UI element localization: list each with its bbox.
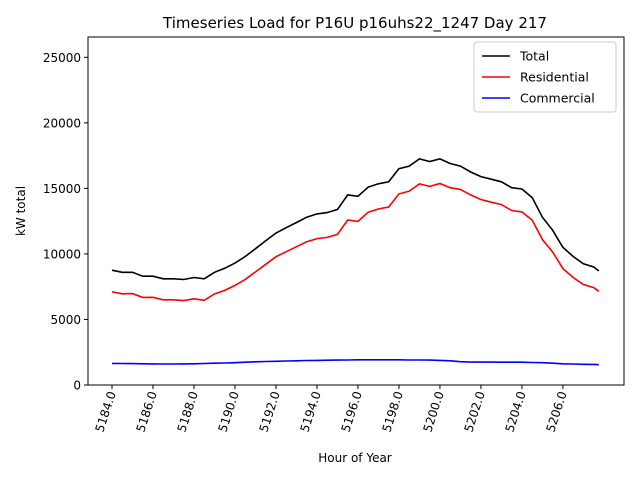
y-tick-label: 10000: [43, 247, 81, 261]
plot-area: [111, 158, 600, 366]
legend: Total Residential Commercial: [473, 41, 617, 113]
series-line-residential: [111, 182, 600, 302]
axes-frame: [87, 36, 625, 386]
series-line-total: [111, 158, 600, 281]
x-tick-label: 5200.0: [420, 390, 446, 434]
legend-label: Commercial: [520, 91, 595, 106]
x-tick-label: 5190.0: [216, 390, 242, 434]
x-tick-label: 5196.0: [339, 390, 365, 434]
x-tick-label: 5192.0: [257, 390, 283, 434]
y-tick-label: 5000: [50, 313, 81, 327]
x-tick-label: 5188.0: [175, 390, 201, 434]
y-tick-label: 0: [73, 379, 81, 393]
x-tick-label: 5198.0: [380, 390, 406, 434]
y-axis: 0 5000 10000 15000 20000 25000: [43, 51, 88, 393]
x-tick-label: 5194.0: [298, 390, 324, 434]
series-line-commercial: [111, 358, 599, 366]
x-axis-label: Hour of Year: [318, 451, 392, 465]
x-tick-label: 5206.0: [543, 390, 569, 434]
y-tick-label: 15000: [43, 182, 81, 196]
legend-label: Total: [519, 49, 549, 64]
x-tick-label: 5186.0: [134, 390, 160, 434]
y-tick-label: 25000: [43, 51, 81, 65]
y-axis-label: kW total: [14, 186, 28, 236]
x-axis: 5184.0 5186.0 5188.0 5190.0 5192.0 5194.0 5196…: [93, 385, 570, 434]
y-tick-label: 20000: [43, 116, 81, 130]
legend-label: Residential: [520, 70, 589, 85]
chart-title: Timeseries Load for P16U p16uhs22_1247 D…: [162, 14, 547, 33]
x-tick-label: 5204.0: [502, 390, 528, 434]
x-tick-label: 5202.0: [461, 390, 487, 434]
legend-box: [473, 41, 617, 113]
x-tick-label: 5184.0: [93, 390, 119, 434]
